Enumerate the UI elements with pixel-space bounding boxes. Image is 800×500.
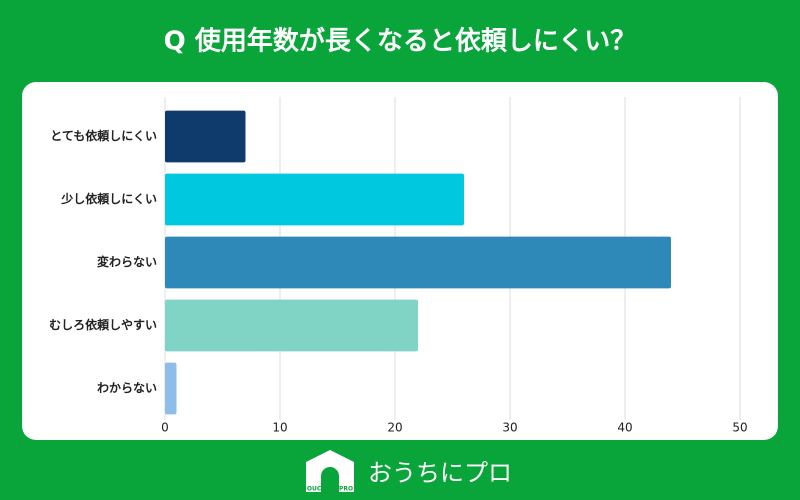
y-tick-label: 少し依頼しにくい [60,191,157,206]
logo-text: おうちにプロ [368,459,512,487]
logo-door [321,467,339,492]
y-tick-label: わからない [97,381,157,395]
bar [165,236,671,289]
logo-sub: OUCHI ni PRO [307,486,353,493]
x-tick-label: 10 [272,421,287,435]
bar [165,110,246,163]
y-tick-label: むしろ依頼しやすい [49,317,157,332]
bar [165,362,177,415]
y-tick-label: とても依頼しにくい [50,128,157,143]
x-tick-label: 40 [617,421,632,435]
bar [165,299,418,352]
logo: OUCHI ni PRO おうちにプロ [306,450,512,493]
bar [165,173,464,226]
chart-title: Q 使用年数が長くなると依頼しにくい？ [164,26,637,57]
x-tick-label: 0 [161,421,169,435]
x-tick-label: 50 [732,421,747,435]
x-tick-label: 30 [502,421,517,435]
x-tick-label: 20 [387,421,402,435]
y-tick-label: 変わらない [97,254,157,269]
